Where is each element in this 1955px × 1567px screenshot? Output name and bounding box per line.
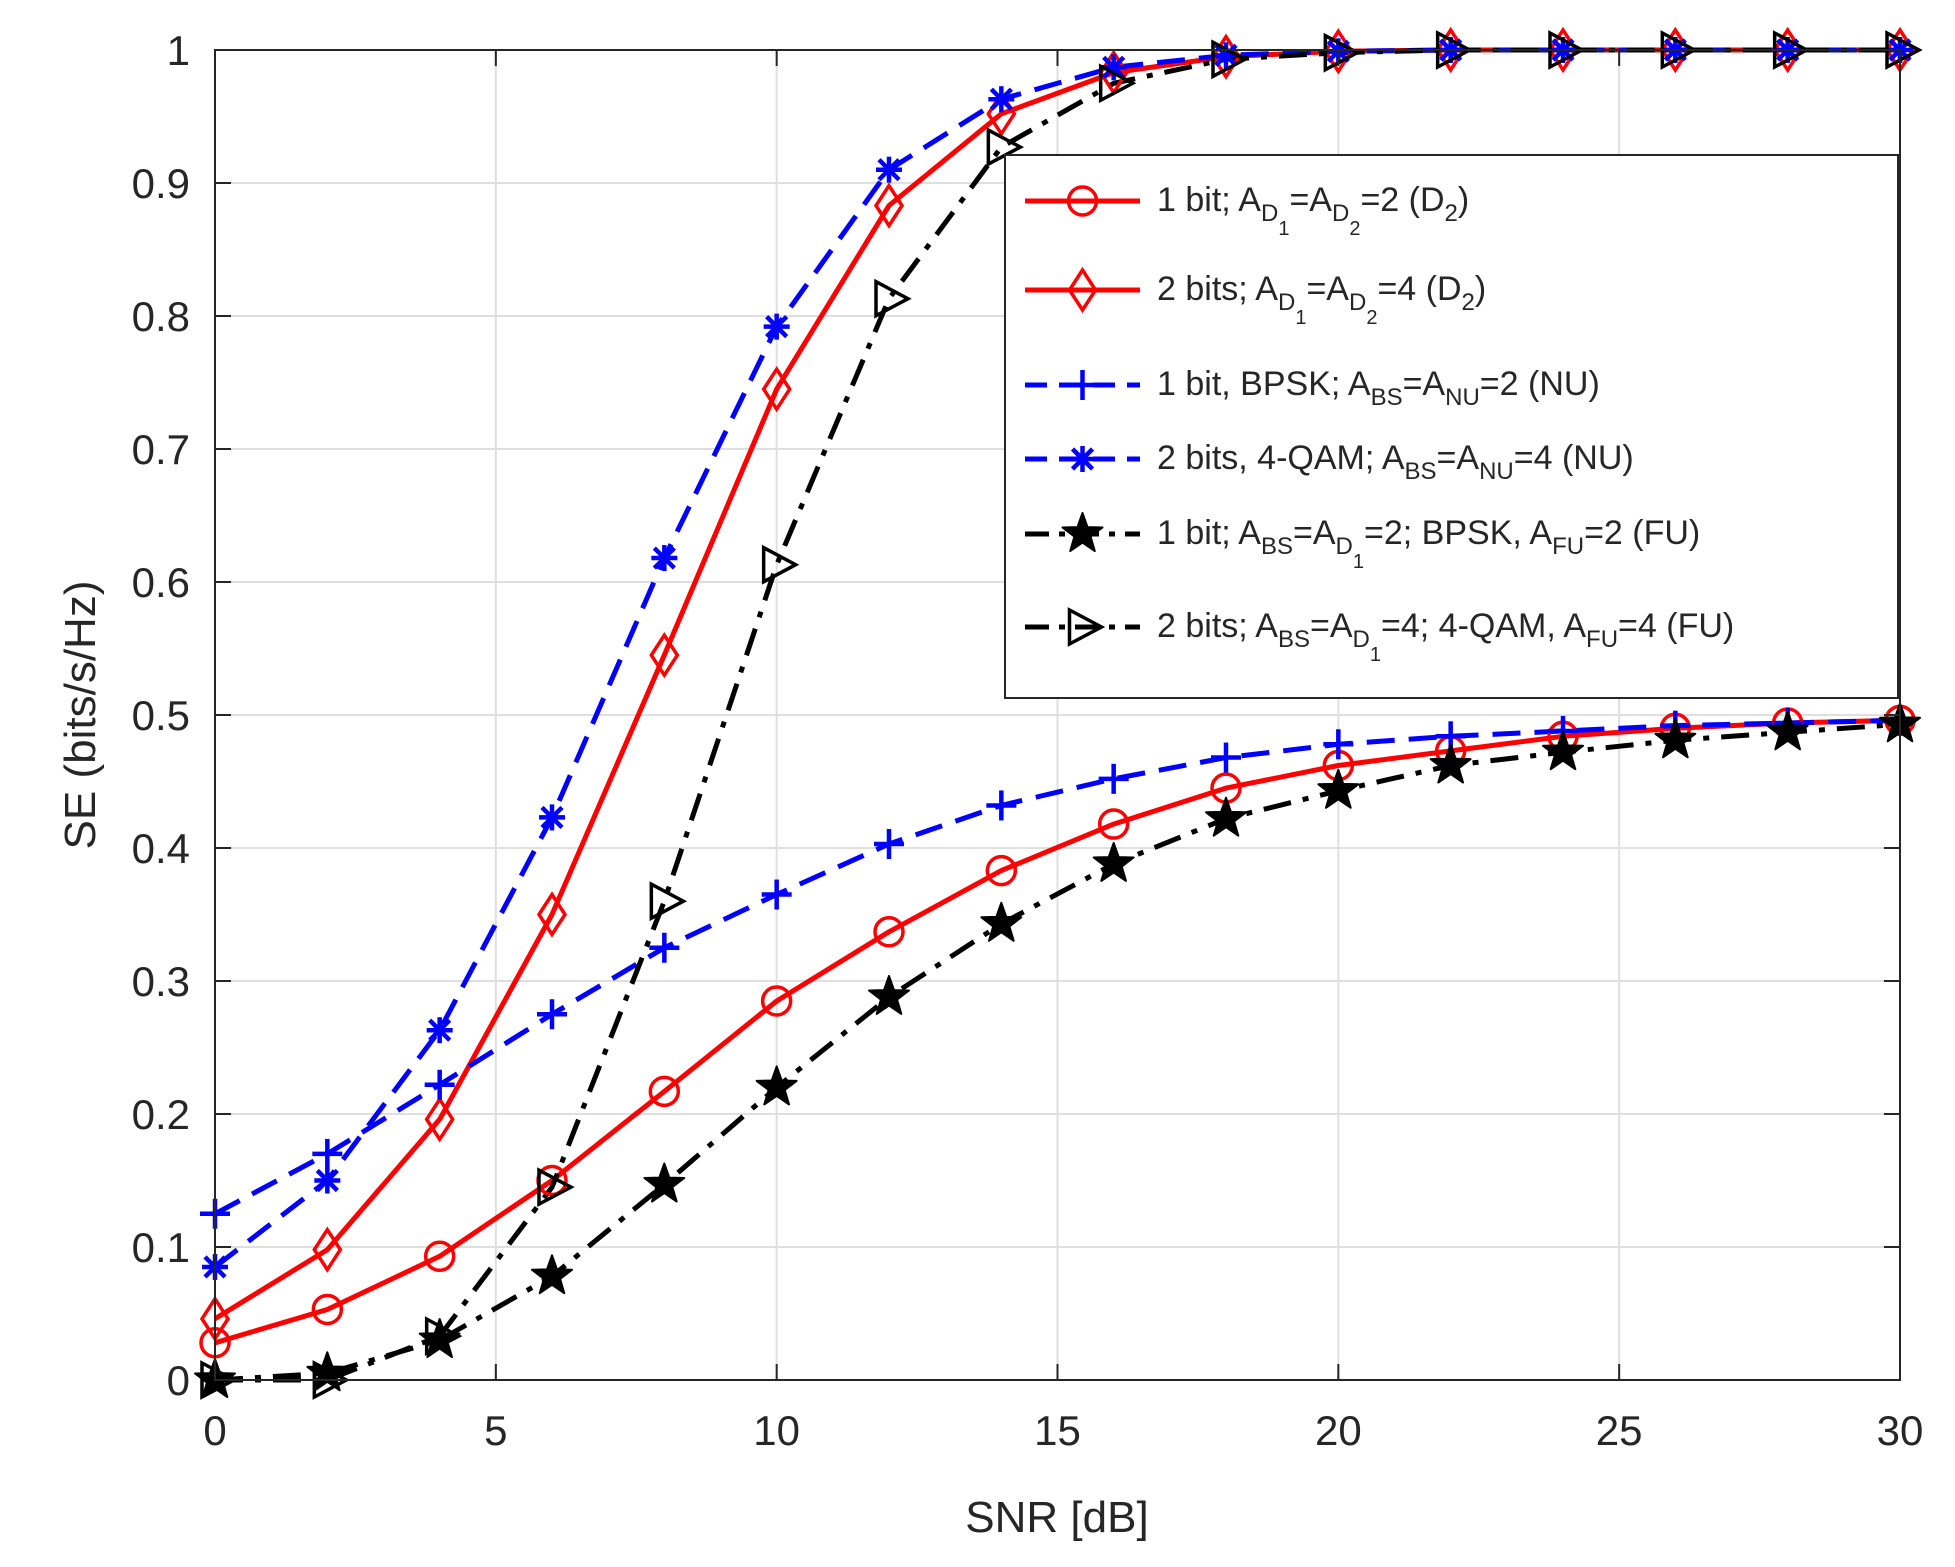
series-4-point: [988, 86, 1015, 113]
legend: 1 bit; AD1=AD2=2 (D2) 2 bits; AD1=AD2=4 (…: [1004, 154, 1899, 699]
series-5-point: [643, 1162, 686, 1203]
series-4-point: [763, 313, 790, 340]
y-tick-label: 0.9: [132, 160, 190, 207]
series-5-point: [1205, 796, 1247, 837]
legend-box: [1004, 154, 1899, 699]
series-4-point: [539, 804, 565, 831]
y-tick-label: 0.4: [132, 825, 190, 872]
legend-marker-4: [1069, 446, 1096, 472]
y-tick-label: 0: [167, 1357, 190, 1404]
series-5-point: [755, 1065, 798, 1106]
x-tick-label: 15: [1034, 1407, 1081, 1454]
series-1-point: [311, 1293, 344, 1326]
legend-label-5: 1 bit; ABS=AD1=2; BPSK, AFU=2 (FU): [1157, 514, 1700, 573]
legend-marker-5: [1061, 512, 1104, 552]
y-tick-label: 0.5: [132, 692, 190, 739]
series-1-point: [648, 1075, 681, 1108]
series-1-point: [873, 916, 905, 948]
y-tick-label: 0.2: [132, 1091, 190, 1138]
x-tick-label: 20: [1315, 1407, 1362, 1454]
y-tick-label: 0.1: [132, 1224, 190, 1271]
y-tick-label: 0.8: [132, 293, 190, 340]
series-3-point: [874, 829, 904, 860]
y-tick-label: 0.7: [132, 426, 190, 473]
x-tick-label: 25: [1596, 1407, 1643, 1454]
series-line-1: [214, 717, 1901, 1346]
series-line-5: [214, 721, 1901, 1383]
legend-marker-6: [1067, 607, 1106, 647]
x-tick-label: 5: [484, 1407, 507, 1454]
series-3-point: [1098, 763, 1129, 794]
series-3-point: [1211, 742, 1241, 773]
series-1-point: [760, 985, 793, 1017]
series-5-point: [1317, 768, 1360, 809]
series-2-point: [312, 1226, 343, 1273]
series-6-point: [649, 881, 688, 922]
series-5-point: [1766, 710, 1809, 751]
series-5-point: [868, 975, 910, 1015]
legend-label-3: 1 bit, BPSK; ABS=ANU=2 (NU): [1157, 365, 1600, 411]
series-5-point: [980, 901, 1023, 942]
series-3-point: [1323, 729, 1354, 760]
series-3-point: [649, 932, 680, 963]
x-tick-label: 10: [753, 1407, 800, 1454]
series-6-point: [1098, 63, 1137, 104]
series-5-point: [1429, 743, 1472, 784]
legend-label-4: 2 bits, 4-QAM; ABS=ANU=4 (NU): [1157, 439, 1634, 485]
series-2-point: [536, 891, 568, 938]
series-6-point: [874, 278, 912, 319]
y-tick-label: 0.3: [132, 958, 190, 1005]
series-1-point: [1097, 808, 1130, 840]
y-tick-label: 1: [167, 27, 190, 74]
tick-labels: 0 5 10 15 20 25 30 0 0.1 0.2 0.3 0.4 0.5 0.6 0.7 0.8 0.9…: [132, 27, 1924, 1454]
series-4-point: [651, 545, 678, 572]
series-2-point: [761, 365, 792, 413]
y-axis-label: SE (bits/s/Hz): [56, 581, 105, 850]
series-1-point: [985, 854, 1018, 887]
legend-label-6: 2 bits; ABS=AD1=4; 4-QAM, AFU=4 (FU): [1157, 607, 1734, 666]
legend-marker-3: [1067, 370, 1098, 400]
series-5-point: [531, 1254, 573, 1295]
series-5-point: [1542, 730, 1584, 771]
series-1-point: [423, 1240, 456, 1273]
series-5-point: [1654, 718, 1697, 759]
series-2-point: [649, 631, 680, 679]
series-6-point: [537, 1167, 575, 1208]
x-tick-label: 0: [203, 1407, 226, 1454]
series-4-point: [876, 156, 902, 183]
series-4-point: [314, 1167, 341, 1194]
series-3-point: [761, 879, 792, 910]
series-3-point: [537, 999, 567, 1030]
x-tick-label: 30: [1877, 1407, 1924, 1454]
series-6-point: [424, 1316, 463, 1357]
legend-label-2: 2 bits; AD1=AD2=4 (D2): [1157, 270, 1486, 329]
x-axis-label: SNR [dB]: [965, 1493, 1148, 1542]
series-2-point: [873, 182, 905, 229]
series-4-point: [426, 1017, 453, 1044]
series-3-point: [312, 1138, 343, 1169]
series-6-point: [761, 544, 800, 585]
series-2-point: [424, 1096, 455, 1143]
series-3-point: [424, 1069, 455, 1100]
legend-label-1: 1 bit; AD1=AD2=2 (D2): [1157, 181, 1469, 240]
y-tick-label: 0.6: [132, 559, 190, 606]
series-5-point: [1092, 842, 1135, 882]
series-6-point: [1323, 32, 1362, 73]
series-6-point: [200, 1360, 238, 1400]
legend-marker-1: [1066, 185, 1099, 217]
legend-marker-2: [1067, 266, 1098, 314]
series-3-point: [986, 790, 1017, 821]
series-line-3: [213, 717, 1901, 1217]
